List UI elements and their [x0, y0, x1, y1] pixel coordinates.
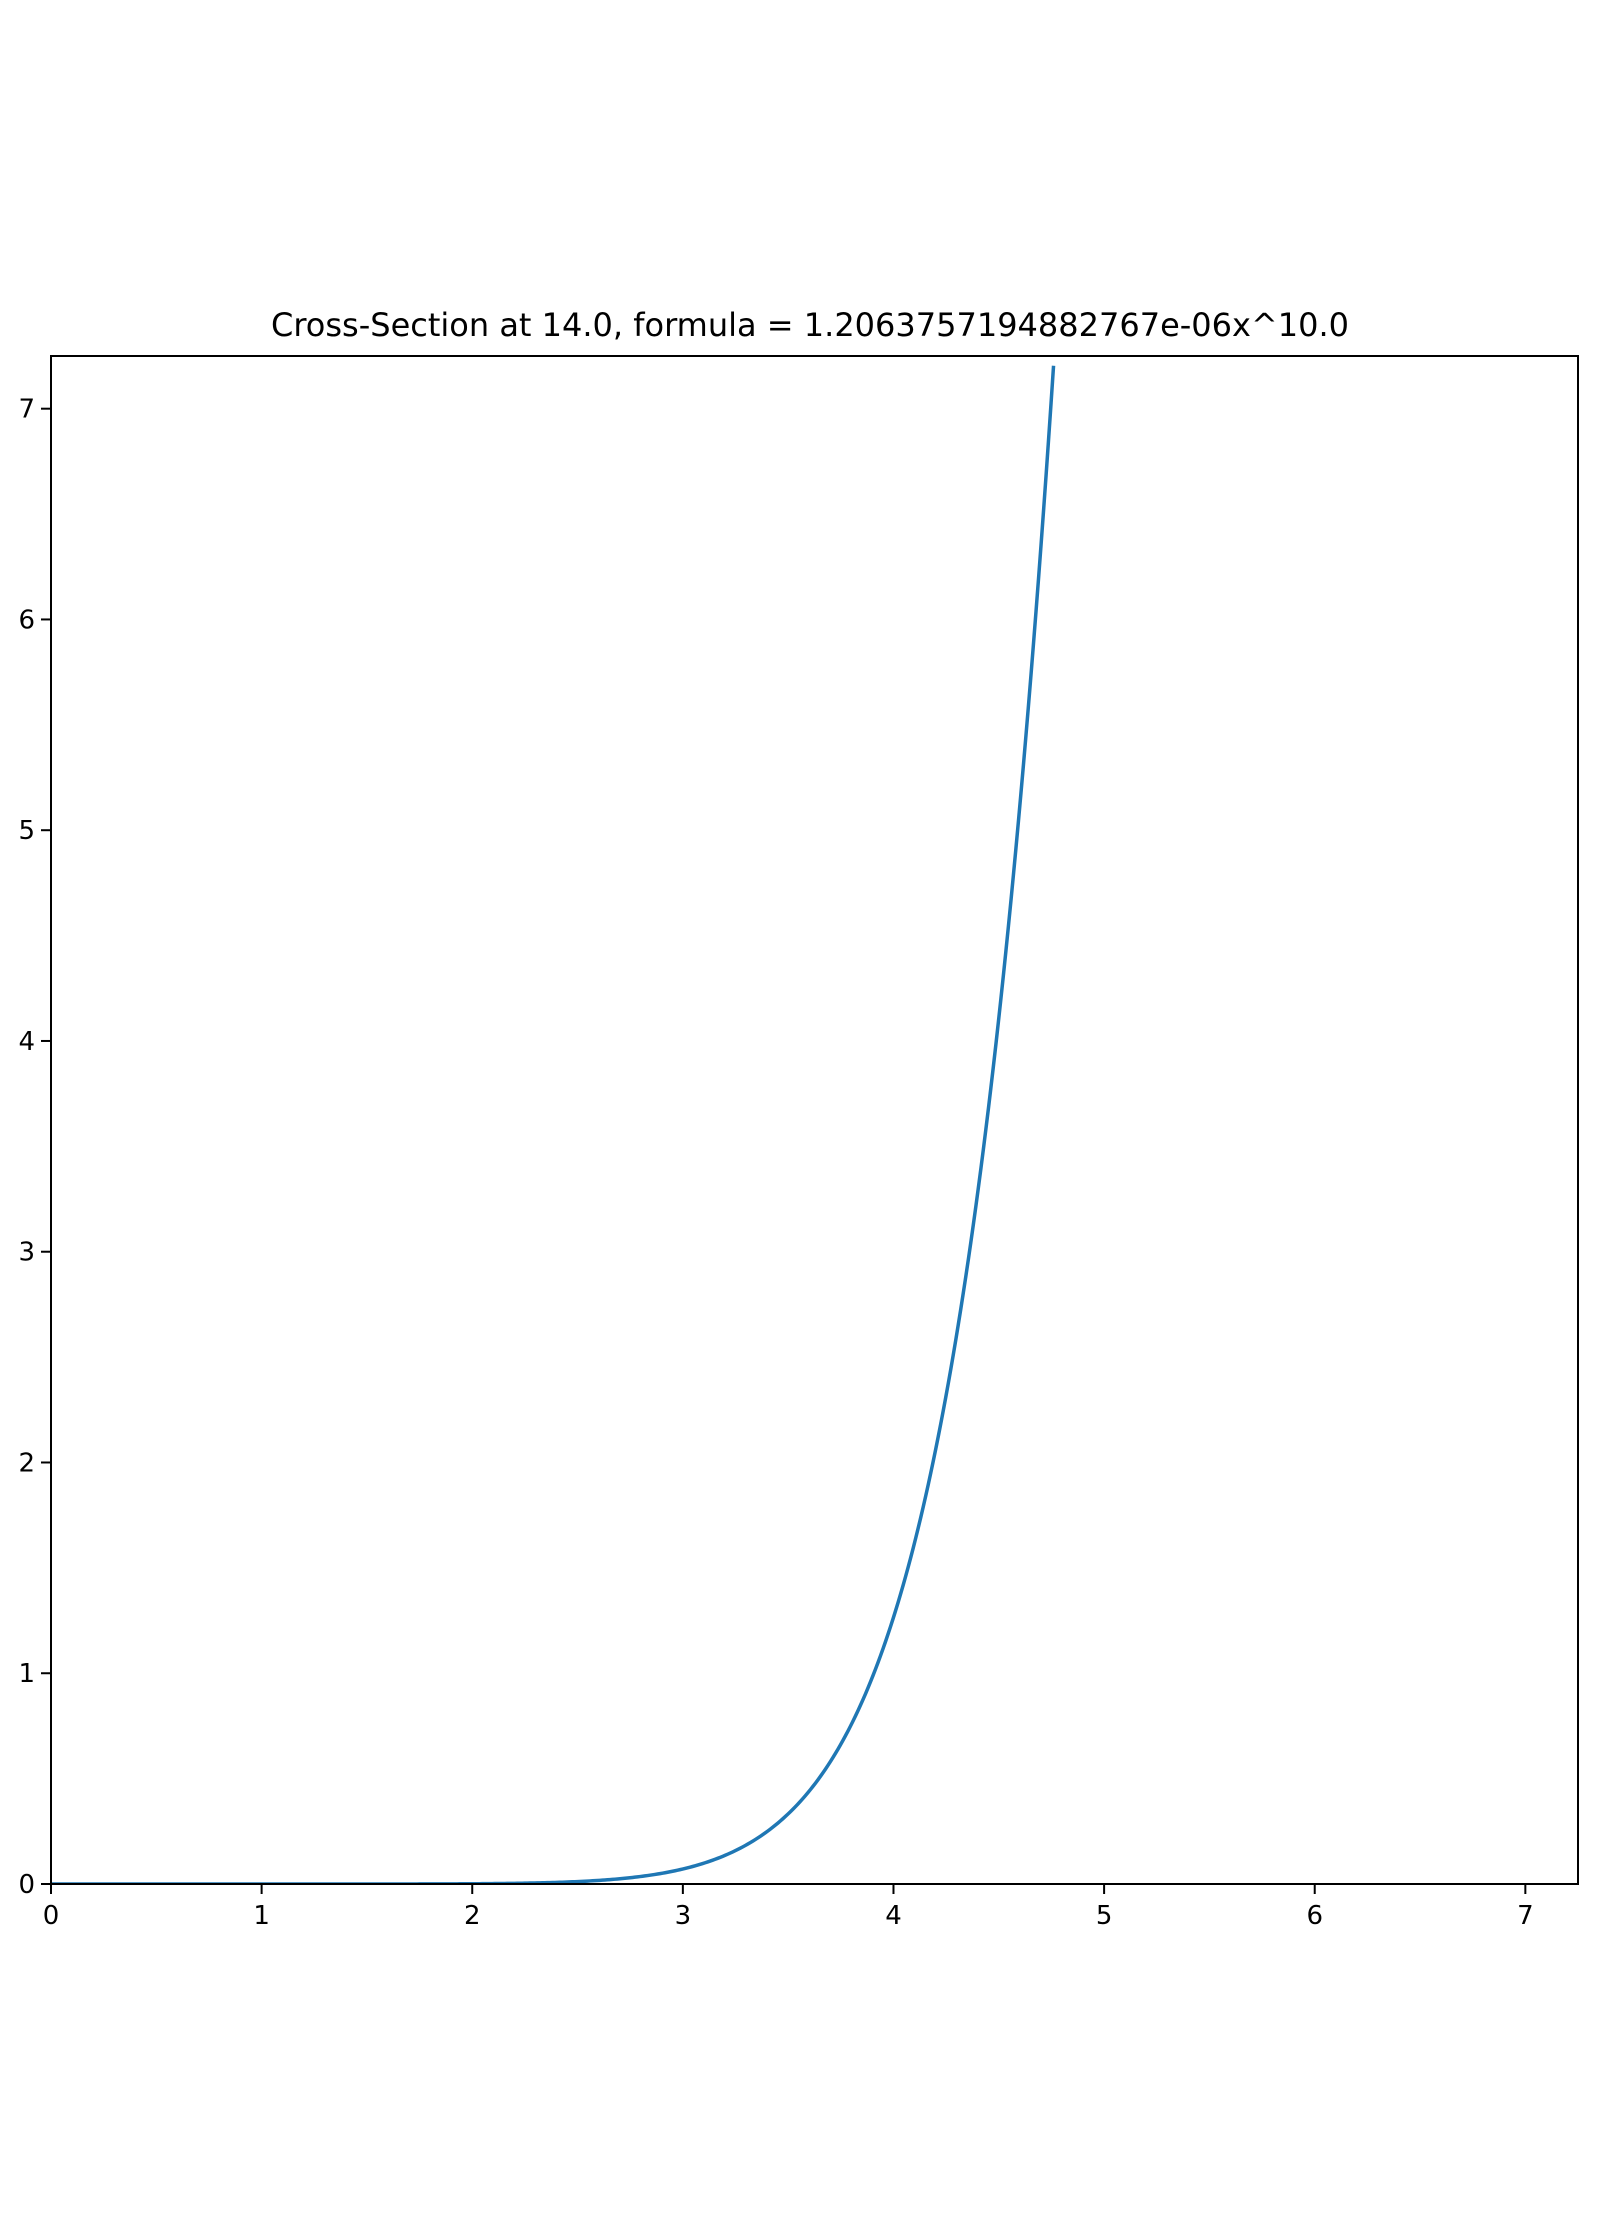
y-tick-label: 2	[18, 1448, 35, 1478]
y-tick-label: 0	[18, 1870, 35, 1900]
y-tick-label: 1	[18, 1659, 35, 1689]
chart-title: Cross-Section at 14.0, formula = 1.20637…	[271, 306, 1349, 344]
x-tick-label: 0	[43, 1901, 60, 1931]
x-tick-label: 7	[1517, 1901, 1534, 1931]
x-axis: 0 1 2 3 4 5 6 7	[43, 1884, 1534, 1931]
plot-area	[51, 365, 1056, 1884]
y-axis: 0 1 2 3 4 5 6 7	[18, 395, 51, 1900]
x-tick-label: 2	[464, 1901, 481, 1931]
y-tick-label: 3	[18, 1238, 35, 1268]
x-tick-label: 1	[253, 1901, 270, 1931]
series-line-0	[51, 365, 1056, 1884]
y-tick-label: 7	[18, 395, 35, 425]
y-tick-label: 5	[18, 816, 35, 846]
x-tick-label: 3	[675, 1901, 692, 1931]
y-tick-label: 6	[18, 605, 35, 635]
plot-frame	[50, 355, 1579, 1885]
x-tick-label: 4	[885, 1901, 902, 1931]
x-tick-label: 6	[1306, 1901, 1323, 1931]
x-tick-label: 5	[1096, 1901, 1113, 1931]
y-tick-label: 4	[18, 1027, 35, 1057]
